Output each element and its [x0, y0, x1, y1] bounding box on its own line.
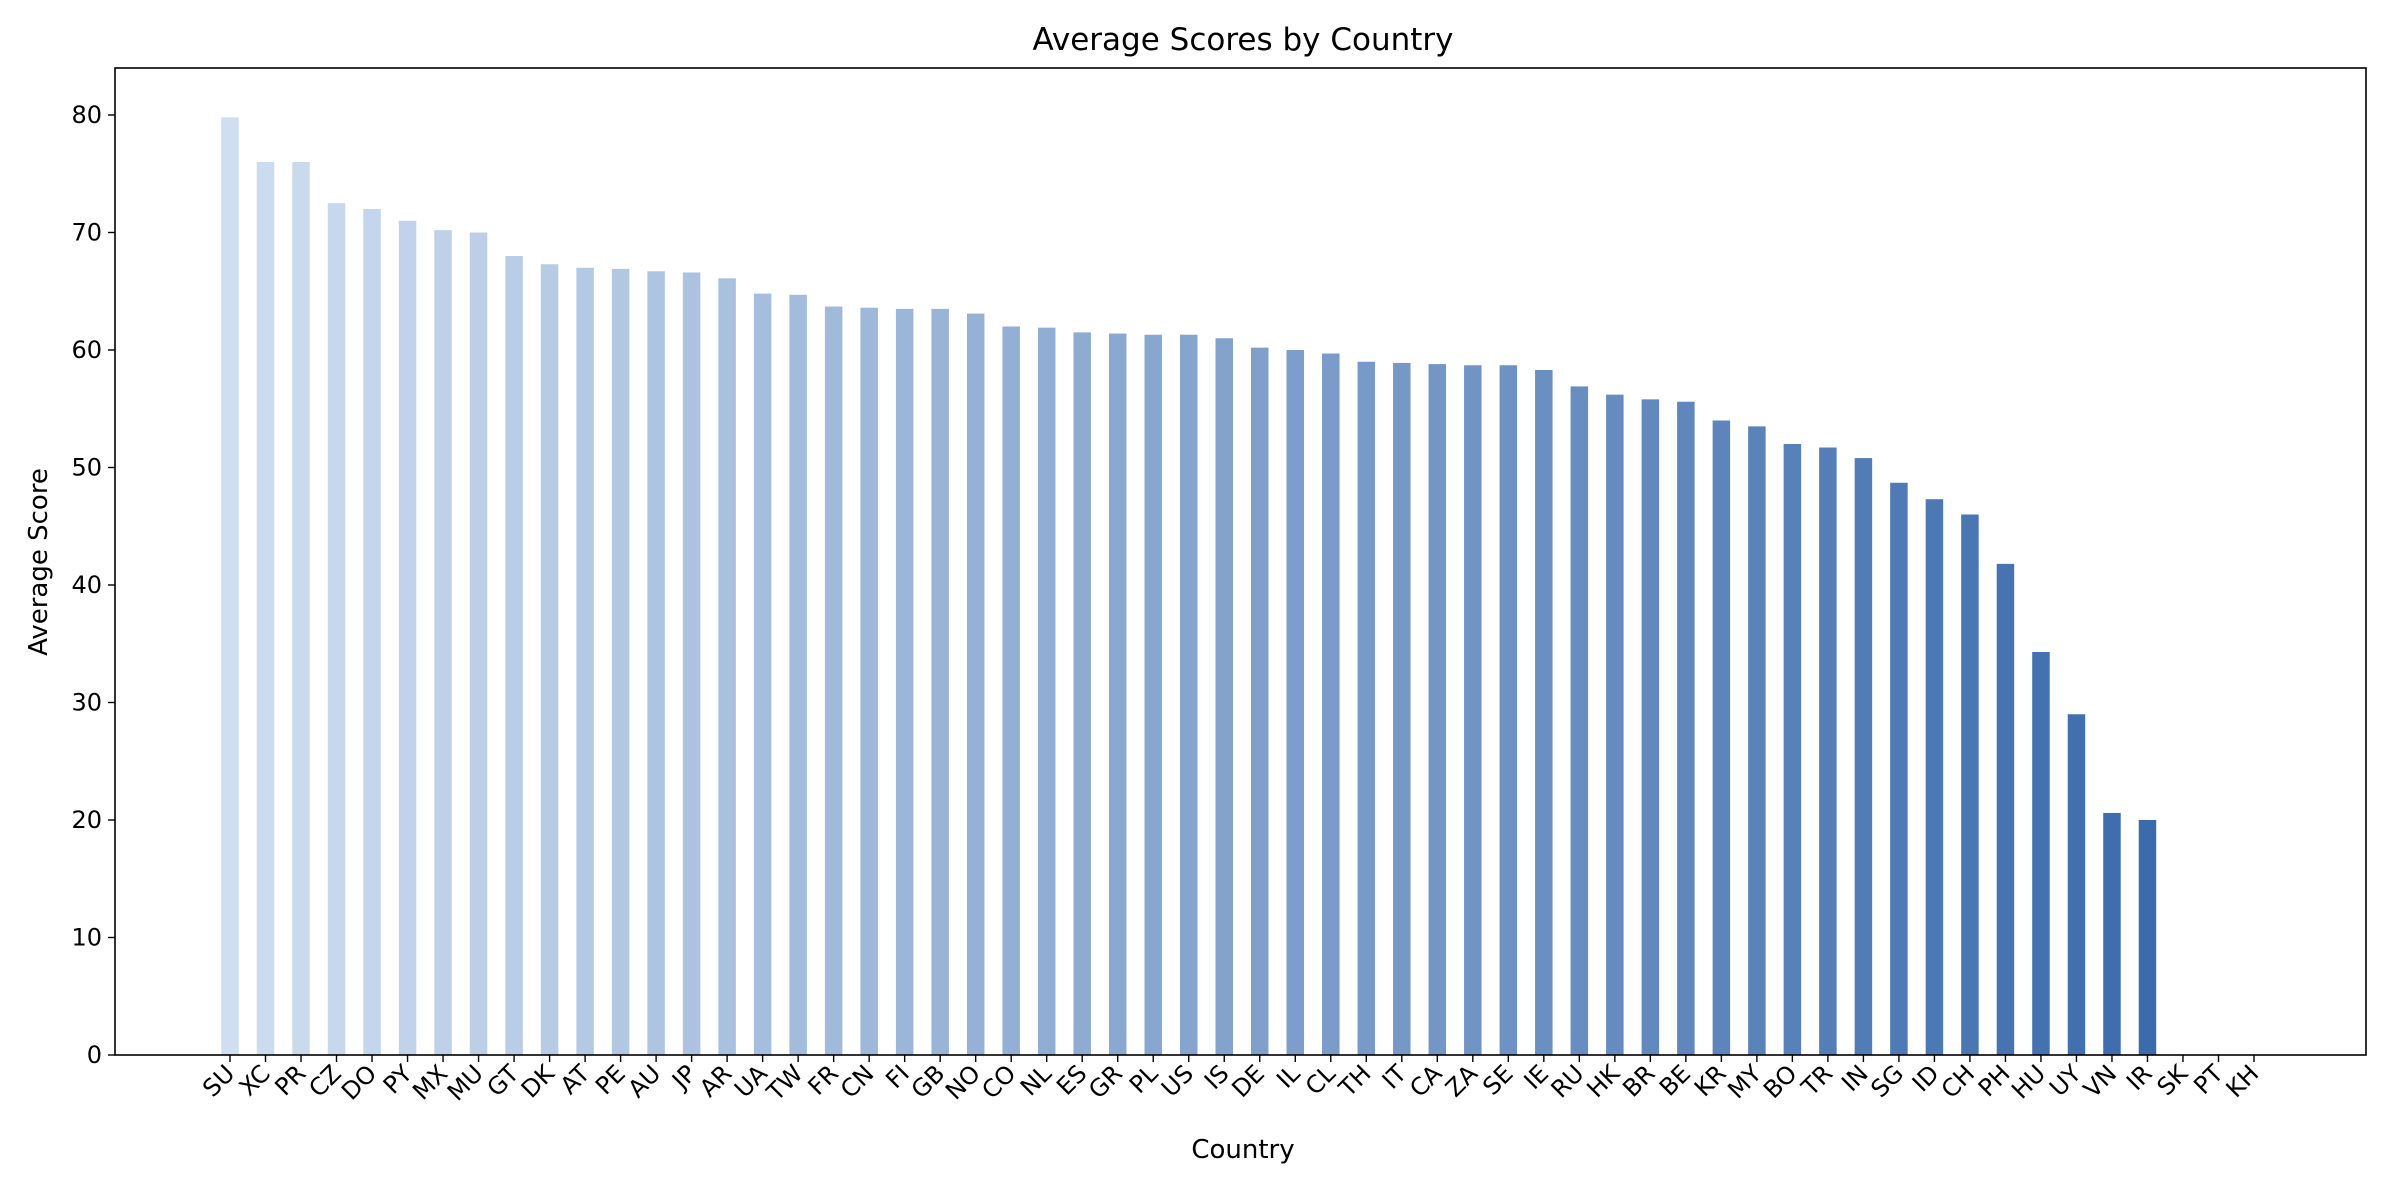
bar-br — [1641, 399, 1660, 1056]
chart-title: Average Scores by Country — [1032, 22, 1453, 58]
bar-hu — [2032, 651, 2050, 1055]
bar-au — [647, 271, 665, 1055]
bar-mu — [469, 232, 488, 1055]
bar-gb — [931, 308, 949, 1056]
bar-tr — [1819, 447, 1837, 1055]
y-tick-label: 10 — [71, 924, 102, 952]
y-tick-label: 30 — [71, 689, 102, 717]
bar-pe — [611, 268, 630, 1055]
bar-gr — [1108, 333, 1127, 1055]
bar-th — [1357, 361, 1376, 1055]
y-tick-label: 80 — [71, 101, 102, 129]
bar-do — [363, 209, 381, 1055]
bar-ph — [1996, 563, 2015, 1055]
bar-is — [1215, 338, 1233, 1055]
bar-py — [398, 220, 417, 1055]
y-tick-label: 60 — [71, 336, 102, 364]
bar-it — [1393, 362, 1411, 1055]
bar-cz — [327, 203, 346, 1056]
bar-pr — [292, 162, 310, 1055]
bar-su — [221, 117, 239, 1056]
bar-jp — [682, 272, 701, 1055]
bar-dk — [540, 264, 559, 1056]
bars — [221, 117, 2157, 1056]
bar-cn — [860, 307, 878, 1055]
y-tick-label: 70 — [71, 219, 102, 247]
bar-kr — [1712, 420, 1731, 1055]
bar-ir — [2138, 820, 2157, 1055]
bar-in — [1854, 458, 1873, 1056]
bar-pl — [1144, 334, 1162, 1056]
bar-at — [576, 267, 594, 1055]
bar-ie — [1535, 369, 1553, 1056]
bar-ua — [753, 293, 772, 1056]
bar-bo — [1783, 444, 1802, 1055]
bar-no — [966, 313, 985, 1056]
bar-fr — [824, 306, 843, 1055]
y-tick-label: 20 — [71, 806, 102, 834]
bar-us — [1179, 334, 1198, 1056]
bar-mx — [434, 230, 452, 1055]
bar-se — [1499, 365, 1518, 1055]
bar-ru — [1570, 386, 1589, 1055]
bar-hk — [1606, 394, 1624, 1055]
bar-sg — [1890, 482, 1908, 1055]
bar-fi — [895, 308, 914, 1056]
y-axis-ticks: 0 10 20 30 40 50 60 70 80 — [71, 101, 115, 1069]
bar-il — [1286, 350, 1305, 1055]
bar-xc — [256, 162, 275, 1055]
bar-za — [1464, 365, 1482, 1055]
bar-cl — [1322, 353, 1340, 1055]
y-tick-label: 50 — [71, 454, 102, 482]
bar-de — [1251, 347, 1269, 1055]
y-tick-label: 40 — [71, 571, 102, 599]
bar-co — [1002, 326, 1020, 1055]
bar-vn — [2103, 812, 2121, 1055]
bar-id — [1925, 499, 1944, 1056]
bar-ar — [718, 278, 736, 1056]
x-axis-label: Country — [1191, 1135, 1294, 1165]
y-tick-label: 0 — [87, 1041, 102, 1069]
bar-nl — [1037, 327, 1056, 1055]
bar-ch — [1961, 514, 1979, 1055]
bar-es — [1073, 332, 1091, 1056]
y-axis-label: Average Score — [24, 468, 54, 656]
bar-be — [1677, 401, 1695, 1055]
bar-tw — [789, 294, 807, 1055]
plot-frame — [114, 67, 2367, 1056]
bar-gt — [505, 256, 523, 1055]
bar-ca — [1428, 364, 1447, 1056]
bar-my — [1748, 426, 1766, 1056]
bar-uy — [2067, 714, 2086, 1055]
